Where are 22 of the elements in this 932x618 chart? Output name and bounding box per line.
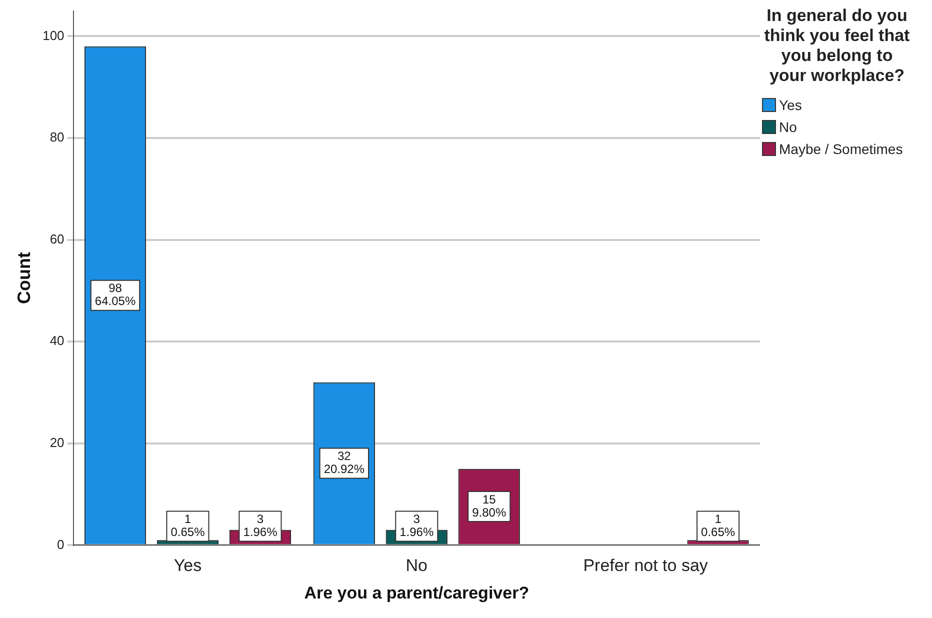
legend-label: Yes [779,97,802,113]
y-axis-title: Count [14,252,34,304]
legend-label: Maybe / Sometimes [779,141,903,157]
y-tick-label: 60 [50,231,64,246]
data-label: 3 1.96% [400,512,434,540]
data-label: 98 64.05% [94,281,136,308]
y-tick-label: 20 [50,434,64,450]
y-tick-label: 80 [50,130,64,145]
data-label: 3 1.96% [243,512,278,540]
data-label: 1 0.65% [170,512,206,540]
data-label: 32 20.92% [324,449,365,476]
legend-label: No [779,119,797,135]
y-tick-label: 100 [42,28,64,43]
y-tick-label: 0 [57,536,64,552]
legend-title: In general do you think you feel that you belong to your workplace? [763,6,911,86]
y-tick-label: 40 [50,333,64,348]
x-tick-label: No [406,556,428,576]
x-axis-title: Are you a parent/caregiver? [304,583,530,602]
x-tick-label: Yes [174,556,202,576]
x-tick-label: Prefer not to say [583,556,708,576]
data-label: 1 0.65% [701,512,736,540]
data-label: 15 9.80% [472,492,506,520]
